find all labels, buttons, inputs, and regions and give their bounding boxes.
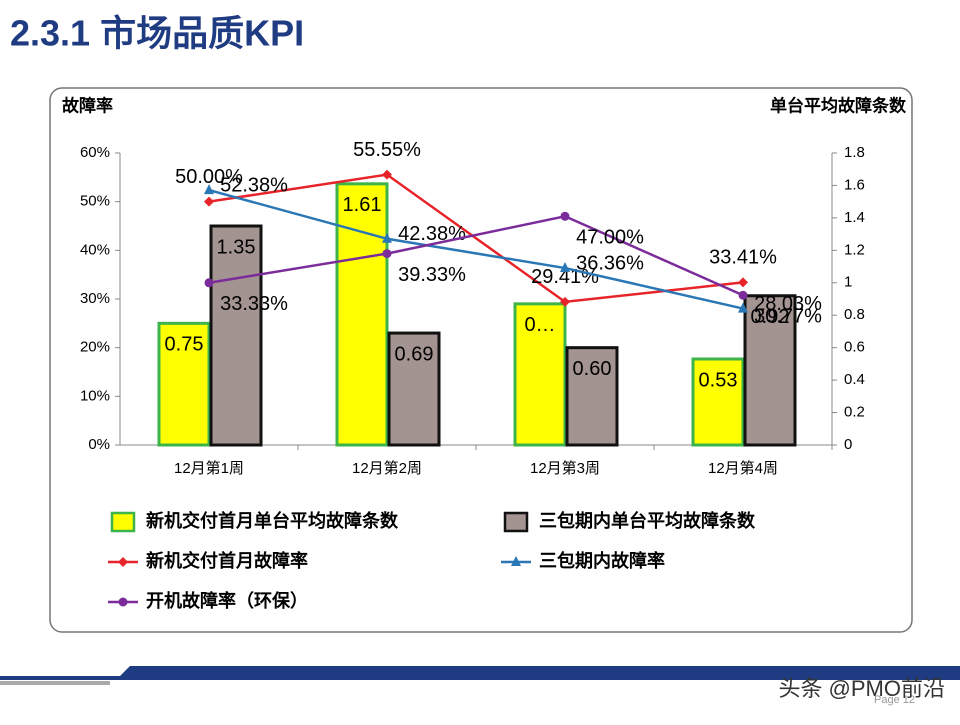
line-value-label: 36.36% [576,252,644,274]
y2-tick-label: 0.6 [844,339,865,356]
y-tick-label: 60% [80,144,110,161]
bar [335,182,389,447]
line-marker [738,277,748,288]
bar [387,331,441,447]
line-value-label: 30.77% [754,306,822,328]
legend-marker [118,557,128,567]
y2-axis-title: 单台平均故障条数 [770,95,907,115]
line-marker [560,296,570,307]
bar [565,346,619,447]
bar-value-label: 0.75 [165,334,204,356]
page-number: Page 12 [874,694,915,706]
bar-value-label: 1.61 [343,194,382,216]
x-tick-label: 12月第1周 [174,459,244,477]
legend-swatch [110,511,136,533]
line-marker [738,302,748,313]
bar-value-label: 0.60 [573,358,612,380]
y2-tick-label: 1.8 [844,144,865,161]
line [208,173,744,304]
line-marker [382,232,392,243]
footer-line [0,681,110,685]
line-value-label: 33.33% [220,293,288,315]
line-value-label: 42.38% [398,223,466,245]
legend-label: 新机交付首月单台平均故障条数 [146,510,399,531]
y2-tick-label: 0.4 [844,371,865,388]
chart-frame [49,87,913,633]
line-value-label: 52.38% [220,174,288,196]
line-marker [738,290,748,300]
line-marker [204,196,214,207]
bar-value-label: 0… [524,314,555,336]
legend-marker [511,556,521,566]
line-value-label: 28.03% [754,293,822,315]
line-value-label: 33.41% [709,247,777,269]
y-axis-title: 故障率 [62,95,113,115]
bar-value-label: 0.92 [751,306,790,328]
line-value-label: 39.33% [398,264,466,286]
line [208,214,744,297]
y2-tick-label: 0.2 [844,404,865,421]
bar [691,357,745,447]
x-tick-label: 12月第3周 [530,459,600,477]
line-marker [382,169,392,180]
footer-band [0,666,960,680]
bar-value-label: 0.69 [395,343,434,365]
legend-swatch [503,511,529,533]
legend-label: 三包期内单台平均故障条数 [539,510,756,531]
y2-tick-label: 1.4 [844,209,865,226]
x-tick-label: 12月第4周 [708,459,778,477]
legend-label: 开机故障率（环保） [146,590,308,611]
legend-label: 新机交付首月故障率 [146,550,308,571]
line-value-label: 50.00% [175,166,243,188]
bar-value-label: 0.53 [699,369,738,391]
y2-tick-label: 1 [844,274,852,291]
bar [743,294,797,447]
legend-label: 三包期内故障率 [539,550,665,571]
bar [513,302,567,447]
y-tick-label: 20% [80,339,110,356]
legend-marker [118,597,128,607]
y-tick-label: 30% [80,290,110,307]
line-value-label: 47.00% [576,227,644,249]
line-value-label: 55.55% [353,139,421,161]
y2-tick-label: 0 [844,436,852,453]
y2-tick-label: 1.6 [844,176,865,193]
y-tick-label: 0% [88,436,110,453]
watermark: 头条 @PMO前沿 [778,676,945,701]
line-marker [560,211,570,221]
line-marker [382,249,392,259]
y2-tick-label: 1.2 [844,241,865,258]
bar [157,321,211,447]
bar [209,224,263,447]
line-marker [204,278,214,288]
y-tick-label: 40% [80,241,110,258]
x-tick-label: 12月第2周 [352,459,422,477]
y-tick-label: 50% [80,193,110,210]
line-marker [560,262,570,273]
bar-value-label: 1.35 [217,236,256,258]
y-tick-label: 10% [80,387,110,404]
slide-title: 2.3.1 市场品质KPI [10,13,304,54]
y2-tick-label: 0.8 [844,306,865,323]
line [208,188,744,310]
line-marker [204,184,214,195]
